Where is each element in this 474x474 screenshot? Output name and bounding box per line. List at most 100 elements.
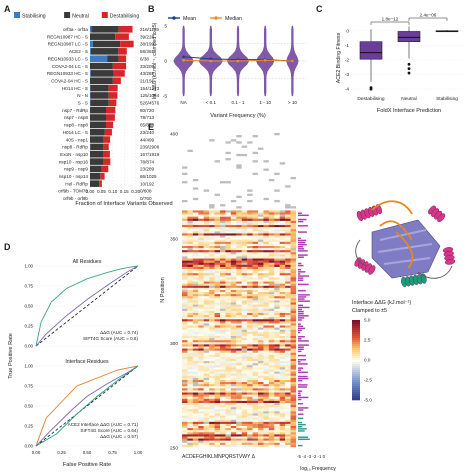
heatmap-cell [225, 317, 231, 320]
heatmap-cell [274, 243, 280, 247]
heatmap-cell [241, 245, 248, 249]
heatmap-cell [236, 325, 242, 328]
heatmap-cell [225, 438, 231, 441]
heatmap-cell [268, 419, 275, 423]
heatmap-cell [214, 363, 221, 366]
x-axis-title-frequency: log₁₀ Frequency [300, 466, 336, 472]
heatmap-cell [263, 363, 269, 366]
frequency-bar [298, 304, 304, 307]
heatmap-cell [268, 423, 275, 427]
heatmap-cell [252, 379, 259, 383]
heatmap-cell [230, 342, 237, 345]
heatmap-cell [198, 312, 204, 316]
heatmap-cell [182, 302, 188, 305]
heatmap-cell-missing [241, 153, 248, 157]
heatmap-cell [252, 331, 259, 335]
heatmap-cell [214, 260, 221, 263]
heatmap-cell [263, 365, 269, 368]
heatmap-cell [252, 256, 259, 259]
y-tick-label: 350 [170, 236, 178, 242]
heatmap-cell [192, 409, 199, 412]
heatmap-cell [214, 218, 221, 222]
heatmap-cell [236, 423, 242, 427]
heatmap-cell [252, 365, 259, 368]
heatmap-cell [263, 258, 269, 261]
heatmap-cell [274, 218, 280, 222]
heatmap-cell [285, 361, 291, 364]
heatmap-cell [198, 264, 204, 268]
heatmap-cell [225, 340, 231, 343]
heatmap-cell [187, 252, 193, 255]
heatmap-cell [263, 269, 269, 272]
heatmap-cell [187, 229, 193, 232]
heatmap-cell [187, 298, 193, 301]
heatmap-cell [214, 350, 221, 353]
heatmap-cell [241, 327, 248, 330]
heatmap-cell [192, 346, 199, 349]
heatmap-cell [220, 243, 226, 247]
heatmap-cell [279, 428, 286, 431]
heatmap-cell [203, 440, 210, 443]
legend-label: SIFT4G Score (AUC = 0.6) [83, 336, 138, 341]
heatmap-cell-missing [230, 252, 237, 255]
heatmap-cell [258, 220, 264, 224]
heatmap-cell [187, 308, 193, 312]
heatmap-cell [241, 392, 248, 395]
heatmap-cell [285, 398, 291, 402]
category-label: COVA2-04 LC - S [52, 64, 88, 69]
colorbar-tick-label: 2.5 [364, 338, 371, 343]
bar-neutral [90, 84, 109, 92]
bar-neutral [90, 62, 113, 70]
frequency-bar [298, 231, 307, 233]
bar-stabilising [90, 48, 91, 55]
colorbar-segment [352, 386, 360, 389]
heatmap-cell [263, 359, 269, 362]
heatmap-cell [285, 304, 291, 307]
heatmap-cell [214, 233, 221, 236]
heatmap-cell [198, 402, 204, 406]
heatmap-cell [230, 438, 237, 441]
heatmap-cell [187, 371, 193, 374]
frequency-bar [298, 371, 308, 374]
roc-curve [35, 265, 139, 347]
heatmap-cell [214, 266, 221, 270]
frequency-bar [298, 384, 308, 386]
heatmap-cell [187, 444, 193, 448]
heatmap-cell [236, 344, 242, 347]
heatmap-cell [209, 346, 215, 349]
colorbar-segment [352, 352, 360, 355]
heatmap-cell [203, 392, 210, 395]
heatmap-cell [279, 348, 286, 351]
heatmap-cell [214, 405, 221, 408]
heatmap-cell-missing [182, 289, 188, 293]
heatmap-cell [220, 292, 226, 295]
heatmap-cell [258, 229, 264, 232]
colorbar-segment [352, 358, 360, 361]
heatmap-cell [274, 312, 280, 316]
heatmap-cell [290, 379, 297, 383]
heatmap-cell [209, 266, 215, 270]
heatmap-cell [209, 289, 215, 293]
heatmap-cell [274, 256, 280, 259]
heatmap-cell [209, 438, 215, 441]
heatmap-cell [247, 402, 253, 406]
heatmap-cell [274, 367, 280, 370]
heatmap-cell [187, 438, 193, 441]
heatmap-cell [252, 304, 259, 307]
heatmap-cell [192, 260, 199, 263]
heatmap-cell [182, 428, 188, 431]
heatmap-cell [258, 325, 264, 328]
heatmap-cell [230, 361, 237, 364]
frequency-bar [298, 319, 302, 321]
heatmap-cell-missing [220, 235, 226, 238]
heatmap-cell [274, 331, 280, 335]
heatmap-cell [241, 361, 248, 364]
heatmap-cell [258, 400, 264, 404]
heatmap-cell [214, 348, 221, 351]
heatmap-cell [198, 231, 204, 234]
heatmap-cell [274, 382, 280, 385]
heatmap-cell [220, 398, 226, 402]
heatmap-cell [192, 417, 199, 420]
heatmap-cell [279, 321, 286, 324]
heatmap-cell [290, 260, 297, 263]
